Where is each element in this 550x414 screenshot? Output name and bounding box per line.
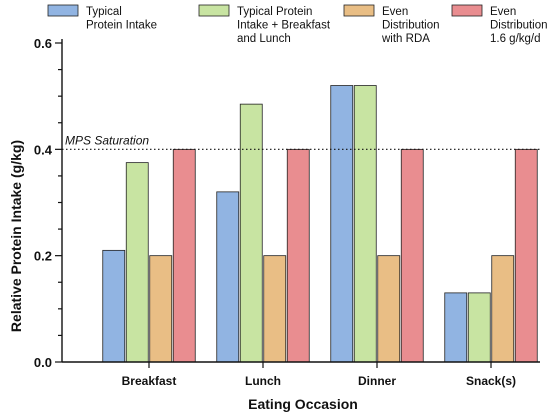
legend-label: Typical Protein Intake <box>86 6 157 32</box>
legend-item: Typical Protein Intake <box>47 4 157 32</box>
legend-label-line: Even <box>382 6 408 18</box>
legend-item: Even Distribution with1.6 g/kg/d <box>451 4 550 45</box>
y-tick-label: 0.6 <box>34 36 52 51</box>
legend: Typical Protein Intake Typical Protein Inta… <box>47 4 550 45</box>
bar-snacks-s1 <box>444 292 468 363</box>
bar-snacks-s3 <box>491 255 515 363</box>
bar-lunch-s2 <box>239 103 263 363</box>
bar-dinner-s4 <box>400 148 424 363</box>
x-tick-label: Snack(s) <box>466 374 516 388</box>
bar-breakfast-s4 <box>172 148 196 363</box>
bar-snacks-s4 <box>514 148 538 363</box>
mps-saturation-label: MPS Saturation <box>65 133 149 147</box>
legend-item: Even Distribution with RDA <box>343 4 440 45</box>
legend-label-line: Even <box>490 6 516 18</box>
legend-label-line: and Lunch <box>237 33 291 45</box>
legend-swatch <box>47 4 79 17</box>
bar-dinner-s3 <box>377 255 401 363</box>
legend-label: Even Distribution with1.6 g/kg/d <box>490 6 550 45</box>
bar-breakfast-s3 <box>149 255 173 363</box>
legend-label-line: Typical Protein <box>237 6 312 18</box>
legend-label-line: Protein Intake <box>86 20 157 32</box>
bar-dinner-s1 <box>330 85 354 363</box>
bar-lunch-s1 <box>216 191 240 363</box>
legend-label-line: Distribution <box>382 20 440 32</box>
x-tick-label: Lunch <box>245 374 281 388</box>
bar-lunch-s3 <box>263 255 287 363</box>
x-tick-label: Dinner <box>358 374 396 388</box>
bar-snacks-s2 <box>467 292 491 363</box>
y-tick-label: 0.2 <box>34 249 52 264</box>
bar-breakfast-s2 <box>125 162 149 363</box>
bar-dinner-s2 <box>353 85 377 363</box>
legend-swatch <box>451 4 483 17</box>
legend-swatch <box>198 4 230 17</box>
y-tick-label: 0.4 <box>34 142 53 157</box>
y-tick-label: 0.0 <box>34 355 52 370</box>
bar-lunch-s4 <box>286 148 310 363</box>
y-axis-title: Relative Protein Intake (g/kg) <box>8 140 24 332</box>
legend-label-line: Distribution with <box>490 20 550 32</box>
bar-breakfast-s1 <box>102 249 126 363</box>
x-axis-title: Eating Occasion <box>248 396 358 412</box>
legend-label-line: Typical <box>86 6 122 18</box>
reference-line-group: MPS Saturation <box>62 133 540 150</box>
legend-label: Typical Protein Intake + Breakfast and Lun… <box>237 6 331 45</box>
legend-label-line: 1.6 g/kg/d <box>490 33 541 45</box>
legend-label-line: Intake + Breakfast <box>237 20 331 32</box>
x-tick-label: Breakfast <box>122 374 177 388</box>
legend-label: Even Distribution with RDA <box>381 6 440 45</box>
legend-item: Typical Protein Intake + Breakfast and Lun… <box>198 4 331 45</box>
bars <box>102 85 538 363</box>
legend-label-line: with RDA <box>381 33 430 45</box>
axes: 0.0 0.2 0.4 0.6 Breakfast Lunch Dinner Snack(s) <box>34 36 540 388</box>
legend-swatch <box>343 4 375 17</box>
